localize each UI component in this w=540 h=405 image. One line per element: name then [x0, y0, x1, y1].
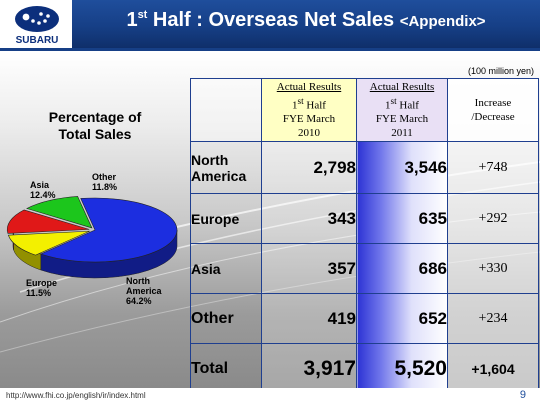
page-title: 1st Half : Overseas Net Sales <Appendix>	[126, 9, 486, 31]
row-label: Europe	[190, 193, 262, 244]
value-increase: +748	[447, 141, 539, 194]
table-row: Other 419 652 +234	[190, 293, 539, 344]
pie-label-europe: Europe 11.5%	[26, 278, 58, 298]
pie-slice-other	[26, 196, 93, 229]
pie-title: Percentage of Total Sales	[48, 109, 142, 142]
total-increase: +1,604	[447, 343, 539, 394]
value-increase: +330	[447, 243, 539, 294]
pie-label-other: Other 11.8%	[92, 172, 118, 192]
header: SUBARU 1st Half : Overseas Net Sales <Ap…	[0, 0, 540, 52]
value-increase: +292	[447, 193, 539, 244]
value-2010: 343	[261, 193, 357, 244]
table-row: Asia 357 686 +330	[190, 243, 539, 294]
row-label: North America	[190, 141, 262, 194]
table-header-row: Actual Results 1st Half FYE March 2010 A…	[190, 78, 539, 142]
pie-chart	[6, 196, 178, 279]
row-label: Other	[190, 293, 262, 344]
value-2011: 635	[356, 193, 448, 244]
total-2011: 5,520	[356, 343, 448, 394]
row-label: Asia	[190, 243, 262, 294]
pie-label-north-america: North America 64.2%	[126, 276, 162, 306]
value-2010: 419	[261, 293, 357, 344]
table-total-row: Total 3,917 5,520 +1,604	[190, 343, 539, 394]
header-2011: Actual Results 1st Half FYE March 2011	[356, 78, 448, 142]
unit-note: (100 million yen)	[467, 66, 534, 76]
value-2011: 652	[356, 293, 448, 344]
footer	[0, 388, 540, 405]
value-2010: 2,798	[261, 141, 357, 194]
header-rule	[0, 48, 540, 51]
title-bar: 1st Half : Overseas Net Sales <Appendix>	[72, 0, 540, 48]
pie-slice-asia	[6, 209, 90, 234]
header-2010: Actual Results 1st Half FYE March 2010	[261, 78, 357, 142]
brand-text: SUBARU	[16, 35, 59, 46]
sales-table: Actual Results 1st Half FYE March 2010 A…	[190, 78, 539, 394]
pie-label-asia: Asia 12.4%	[30, 180, 56, 200]
header-increase: Increase /Decrease	[447, 78, 539, 142]
value-2011: 3,546	[356, 141, 448, 194]
total-2010: 3,917	[261, 343, 357, 394]
table-row: North America 2,798 3,546 +748	[190, 141, 539, 194]
footer-url[interactable]: http://www.fhi.co.jp/english/ir/index.ht…	[6, 391, 146, 400]
table-row: Europe 343 635 +292	[190, 193, 539, 244]
pie-slice-europe	[7, 230, 90, 256]
value-2011: 686	[356, 243, 448, 294]
subaru-logo: SUBARU	[6, 4, 68, 46]
header-blank-cell	[190, 78, 262, 142]
page-number: 9	[519, 389, 526, 401]
value-2010: 357	[261, 243, 357, 294]
total-label: Total	[190, 343, 262, 394]
pie-slice-north-america	[40, 197, 178, 263]
value-increase: +234	[447, 293, 539, 344]
